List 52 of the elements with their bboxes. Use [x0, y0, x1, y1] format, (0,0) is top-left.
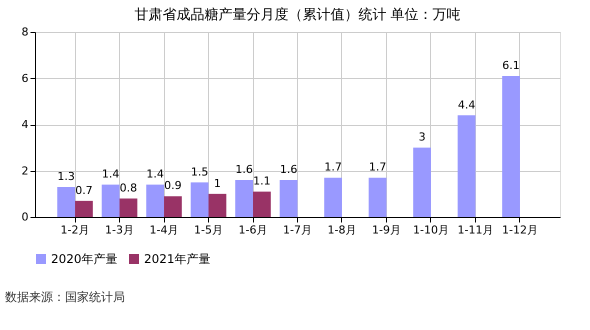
data-label: 1 — [214, 176, 221, 190]
data-label: 0.8 — [120, 182, 138, 194]
x-tick-label: 1-12月 — [502, 224, 538, 236]
y-tick-label: 8 — [22, 26, 28, 38]
bar — [253, 192, 271, 217]
x-tick-label: 1-7月 — [283, 224, 312, 236]
data-label: 1.7 — [324, 160, 342, 174]
x-tick-label: 1-4月 — [150, 224, 179, 236]
bar — [324, 178, 342, 217]
bar — [208, 194, 226, 217]
x-tick-label: 1-3月 — [105, 224, 134, 236]
bar — [235, 180, 254, 217]
data-label: 4.4 — [458, 98, 476, 112]
bar — [368, 178, 386, 217]
y-tick-label: 2 — [22, 164, 28, 178]
y-tick-label: 4 — [22, 118, 28, 131]
legend-label: 2021年产量 — [144, 252, 211, 266]
bar — [146, 184, 164, 217]
bar — [280, 180, 298, 217]
data-label: 3 — [418, 130, 426, 144]
data-label: 0.9 — [164, 179, 182, 192]
data-label: 1.1 — [253, 174, 271, 188]
source-note: 数据来源：国家统计局 — [5, 290, 125, 304]
bar — [413, 148, 431, 217]
x-tick-label: 1-2月 — [60, 224, 90, 236]
y-tick-label: 0 — [22, 210, 28, 224]
data-label: 1.5 — [190, 165, 208, 178]
x-tick-label: 1-8月 — [328, 224, 356, 236]
x-tick-label: 1-10月 — [412, 224, 449, 236]
data-label: 1.4 — [102, 168, 120, 181]
data-label: 1.6 — [235, 163, 253, 176]
bar — [75, 200, 93, 217]
bar — [102, 184, 120, 217]
x-tick-label: 1-9月 — [372, 224, 401, 236]
data-label: 1.3 — [57, 170, 75, 183]
legend-label: 2020年产量 — [51, 252, 118, 266]
bar — [120, 198, 138, 217]
chart-title: 甘肃省成品糖产量分月度（累计值）统计 单位：万吨 — [134, 7, 461, 23]
x-tick-label: 1-11月 — [457, 224, 494, 236]
x-tick-label: 1-5月 — [194, 224, 223, 236]
data-label: 1.6 — [280, 163, 298, 176]
bar — [164, 196, 182, 217]
bar — [458, 115, 476, 217]
data-label: 6.1 — [502, 58, 520, 72]
bar — [57, 186, 76, 217]
data-label: 1.4 — [146, 168, 164, 181]
y-tick-label: 6 — [22, 72, 28, 85]
bar — [502, 76, 520, 217]
data-label: 0.7 — [75, 184, 93, 197]
bar — [190, 182, 209, 217]
x-tick-label: 1-6月 — [238, 224, 268, 236]
data-label: 1.7 — [368, 160, 386, 174]
